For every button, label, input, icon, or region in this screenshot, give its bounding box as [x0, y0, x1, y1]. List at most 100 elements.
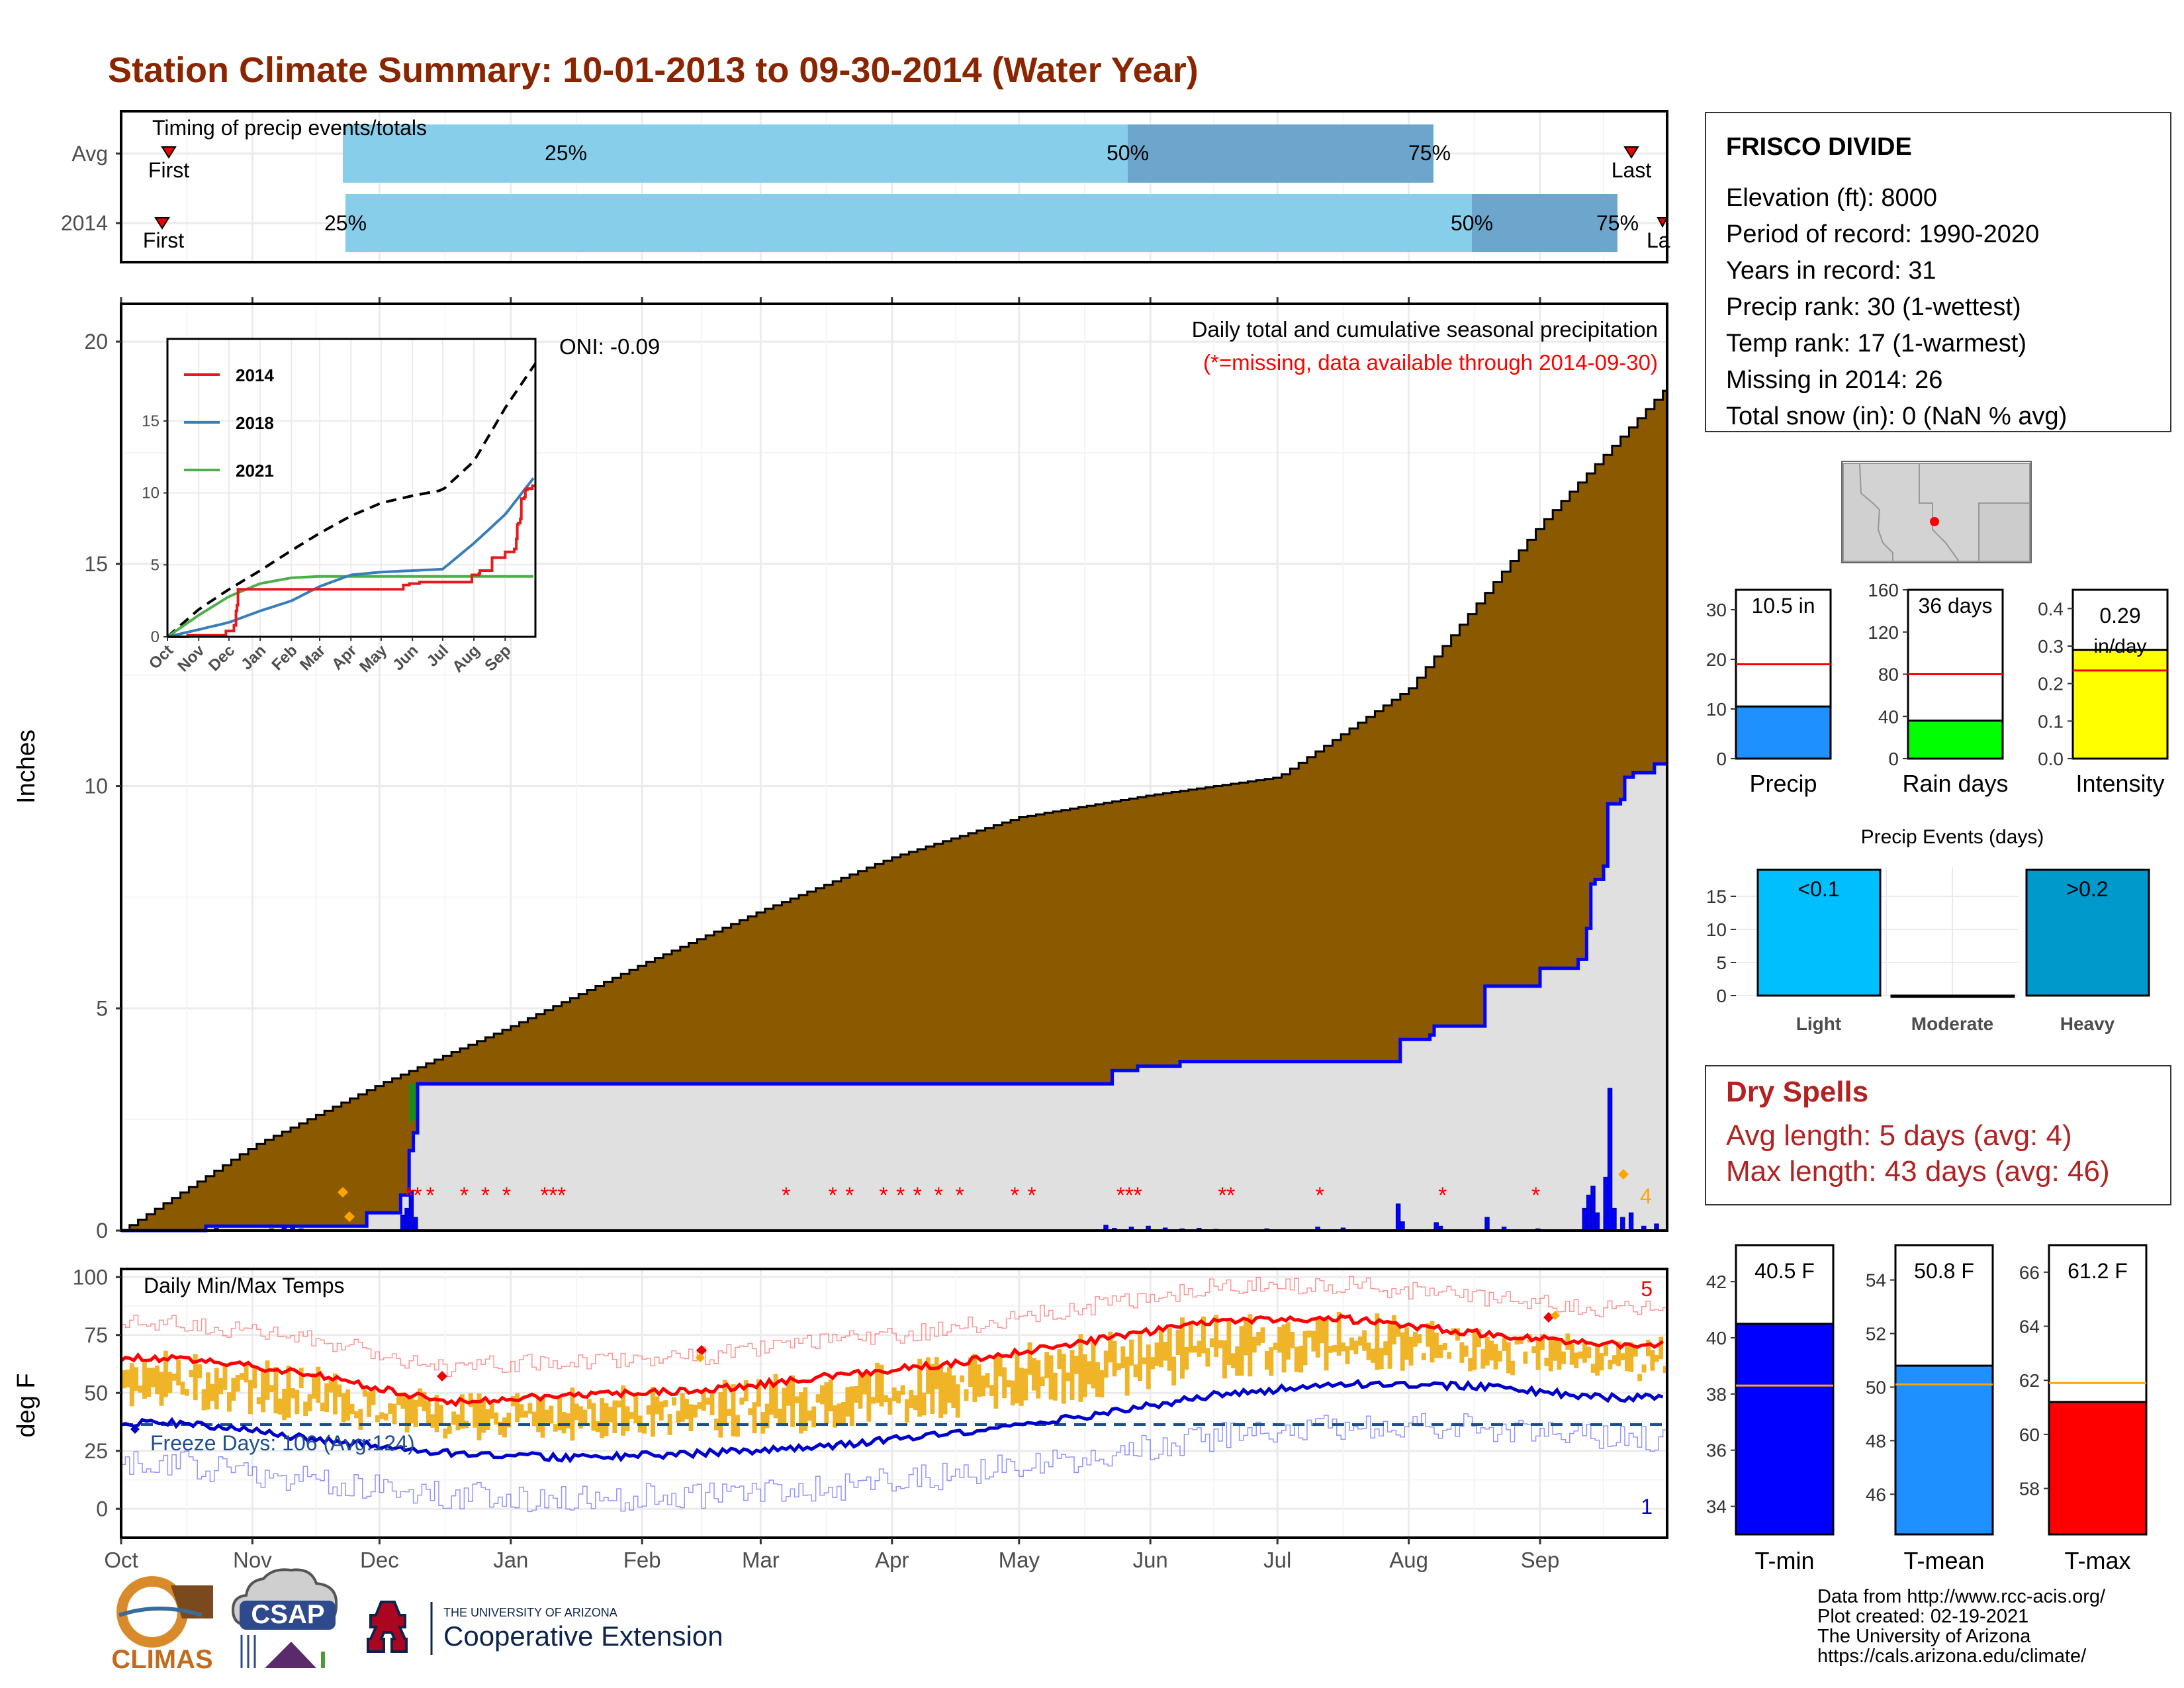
temp-summary-ytick: 40	[1706, 1328, 1727, 1348]
average-min-line	[120, 1378, 1664, 1464]
summary-bar-label: Precip	[1749, 770, 1817, 797]
timing-row-2014: 2014	[61, 211, 108, 235]
ua-small-text: THE UNIVERSITY OF ARIZONA	[443, 1606, 617, 1619]
2014-p25: 25%	[324, 211, 367, 235]
event-bar-value: >0.2	[2066, 877, 2108, 901]
svg-text:*: *	[540, 1183, 549, 1208]
temp-summary-ytick: 52	[1866, 1324, 1886, 1344]
dry-spells-box: Dry Spells Avg length: 5 days (avg: 4) M…	[1705, 1065, 2171, 1205]
month-label: May	[999, 1548, 1040, 1572]
2014-first-label: First	[143, 228, 184, 252]
temp-summary-ytick: 64	[2019, 1317, 2040, 1337]
temp-min-count: 1	[1641, 1495, 1653, 1519]
temp-summary-value: 50.8 F	[1914, 1259, 1974, 1283]
footer-line-3: The University of Arizona	[1817, 1626, 2031, 1647]
summary-bar-value: 0.29	[2099, 604, 2140, 628]
climas-logo: CLIMAS	[111, 1576, 213, 1674]
precip-missing-note: (*=missing, data available through 2014-…	[1203, 350, 1658, 375]
inset-ytick: 15	[142, 412, 159, 430]
precip-events-chart: Precip Events (days) <0.1 Light Moderate >0…	[1706, 826, 2150, 1034]
month-label: Mar	[742, 1548, 780, 1572]
temp-summary-ytick: 50	[1866, 1377, 1886, 1397]
events-ytick: 10	[1706, 919, 1727, 940]
station-line: Temp rank: 17 (1-warmest)	[1726, 330, 2026, 357]
2014-p75: 75%	[1596, 211, 1639, 235]
temp-ylabel: deg F	[13, 1373, 40, 1437]
temp-summary-ytick: 36	[1706, 1440, 1727, 1461]
svg-text:*: *	[1438, 1183, 1447, 1208]
footer-line-1: Data from http://www.rcc-acis.org/	[1817, 1586, 2106, 1607]
2014-last-marker	[1657, 217, 1668, 228]
svg-text:*: *	[1531, 1183, 1540, 1208]
summary-bar-ytick: 80	[1878, 665, 1899, 685]
avg-p50: 50%	[1107, 141, 1149, 165]
oni-label: ONI: -0.09	[559, 334, 660, 359]
station-line: Elevation (ft): 8000	[1726, 184, 1937, 212]
summary-bar-value: 36 days	[1918, 594, 1992, 618]
precip-ytick: 5	[96, 996, 108, 1020]
temp-ytick: 25	[84, 1439, 108, 1463]
dry-spells-title: Dry Spells	[1726, 1076, 1868, 1108]
temp-summary-label: T-min	[1755, 1547, 1815, 1574]
temp-ytick: 50	[84, 1381, 108, 1405]
svg-text:*: *	[782, 1183, 790, 1208]
month-label: Jan	[493, 1548, 528, 1572]
daily-max-markers	[338, 1169, 1629, 1222]
temperature-summary-bars: 34 36 38 40 42 40.5 F T-min 46 48 50 52 54 50.8 F T-m…	[1706, 1244, 2148, 1574]
svg-text:*: *	[502, 1183, 511, 1208]
events-ytick: 15	[1706, 886, 1727, 907]
month-label: Oct	[104, 1548, 138, 1572]
avg-last-marker	[1623, 146, 1639, 159]
summary-bar-ytick: 0.4	[2038, 598, 2064, 619]
svg-text:*: *	[913, 1183, 922, 1208]
timing-panel: Timing of precip events/totals Avg 2014 …	[61, 110, 1670, 263]
month-label: Dec	[360, 1548, 399, 1572]
temp-summary-ytick: 34	[1706, 1497, 1727, 1517]
footer-line-4: https://cals.arizona.edu/climate/	[1817, 1646, 2087, 1667]
cumulative-2014-line	[121, 762, 1667, 1233]
temp-summary-value: 40.5 F	[1754, 1259, 1815, 1283]
svg-text:*: *	[934, 1183, 943, 1208]
event-bar-heavy: >0.2 Heavy	[2025, 868, 2150, 1034]
timing-avg-bar-dark	[1128, 124, 1433, 183]
footer-line-2: Plot created: 02-19-2021	[1817, 1606, 2028, 1627]
temp-record-markers	[130, 1311, 1560, 1434]
temp-summary-ytick: 66	[2019, 1262, 2040, 1283]
ua-big-text: Cooperative Extension	[443, 1620, 723, 1652]
summary-bar-unit: in/day	[2093, 635, 2146, 657]
timing-2014-bar	[345, 194, 1617, 252]
station-line: Precip rank: 30 (1-wettest)	[1726, 293, 2021, 321]
inset-2014-line	[167, 484, 535, 638]
svg-text:*: *	[879, 1183, 887, 1208]
events-title: Precip Events (days)	[1861, 826, 2044, 848]
precip-caption: Daily total and cumulative seasonal prec…	[1192, 317, 1658, 342]
dry-spells-avg: Avg length: 5 days (avg: 4)	[1726, 1119, 2072, 1152]
summary-bar-label: Rain days	[1902, 770, 2008, 797]
dry-spells-max: Max length: 43 days (avg: 46)	[1726, 1155, 2110, 1188]
svg-text:*: *	[460, 1183, 469, 1208]
temp-ytick: 75	[84, 1323, 108, 1347]
summary-bar-ytick: 10	[1706, 699, 1727, 720]
station-info-box: FRISCO DIVIDE Elevation (ft): 8000 Period…	[1705, 112, 2171, 432]
daily-temp-bars	[121, 1311, 1668, 1441]
summary-bar-ytick: 0	[1716, 749, 1727, 769]
summary-bar-ytick: 0.2	[2038, 674, 2064, 694]
station-line: Missing in 2014: 26	[1726, 366, 1942, 394]
temp-summary-ytick: 54	[1866, 1270, 1886, 1291]
temp-ytick: 0	[96, 1497, 108, 1521]
event-bar-value: <0.1	[1797, 877, 1839, 901]
inset-ytick: 10	[142, 485, 159, 502]
svg-text:*: *	[956, 1183, 964, 1208]
temp-summary-ytick: 42	[1706, 1272, 1727, 1292]
svg-text:*: *	[481, 1183, 490, 1208]
timing-row-avg: Avg	[71, 142, 108, 165]
max-daily-count: 4	[1640, 1184, 1652, 1208]
month-axis: Oct Nov Dec Jan Feb Mar Apr May Jun Jul Aug Sep	[104, 1538, 1559, 1572]
summary-bar-ytick: 0.0	[2038, 749, 2064, 769]
temp-summary-t-mean: 46 48 50 52 54 50.8 F T-mean	[1866, 1244, 1994, 1574]
precip-ytick: 15	[84, 552, 108, 576]
month-label: Apr	[875, 1548, 909, 1572]
station-line: Years in record: 31	[1726, 257, 1936, 285]
